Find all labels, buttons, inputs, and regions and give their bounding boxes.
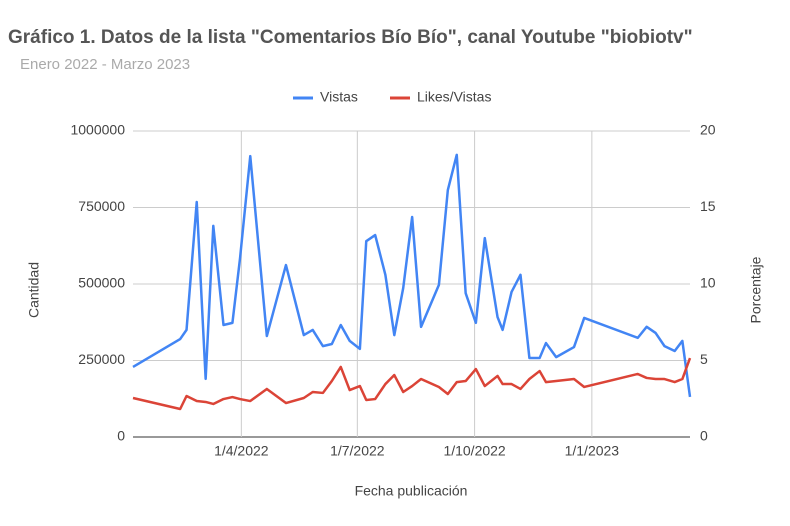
- series-line: [132, 357, 692, 411]
- y-axis-title: Cantidad: [26, 262, 42, 318]
- x-tick-label: 1/10/2022: [443, 443, 505, 459]
- y-tick-label: 250000: [78, 351, 125, 367]
- x-axis-title: Fecha publicación: [355, 483, 468, 499]
- y-tick-label: 0: [117, 428, 125, 444]
- y2-axis-title: Porcentaje: [748, 256, 764, 323]
- x-tick-label: 1/7/2022: [330, 443, 385, 459]
- y2-tick-label: 10: [700, 275, 716, 291]
- y2-tick-label: 0: [700, 428, 708, 444]
- y-tick-label: 1000000: [70, 122, 125, 138]
- y2-tick-label: 20: [700, 122, 716, 138]
- chart-subtitle: Enero 2022 - Marzo 2023: [20, 56, 190, 73]
- y-tick-label: 750000: [78, 198, 125, 214]
- x-tick-label: 1/4/2022: [214, 443, 269, 459]
- y2-tick-label: 5: [700, 351, 708, 367]
- chart-title: Gráfico 1. Datos de la lista "Comentario…: [8, 27, 693, 48]
- series-line: [132, 153, 692, 398]
- y-tick-label: 500000: [78, 275, 125, 291]
- legend-label: Vistas: [320, 89, 358, 105]
- legend-label: Likes/Vistas: [417, 89, 491, 105]
- y2-tick-label: 15: [700, 198, 716, 214]
- x-tick-label: 1/1/2023: [565, 443, 620, 459]
